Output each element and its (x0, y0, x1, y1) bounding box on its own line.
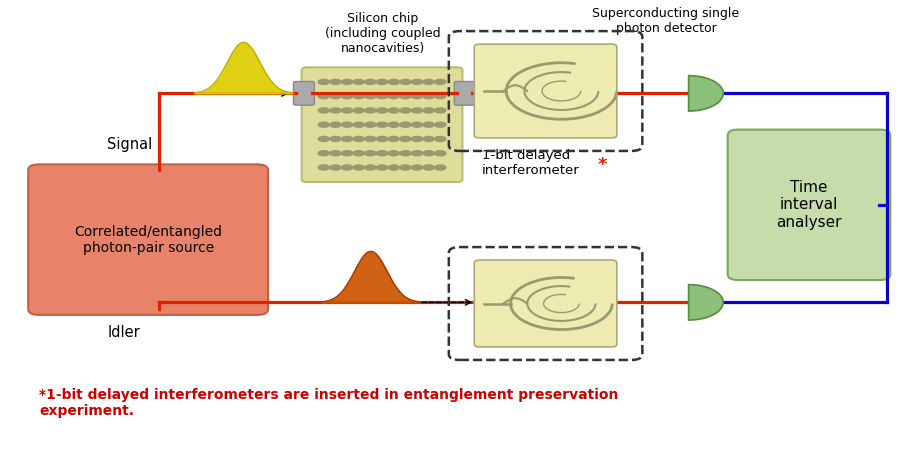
Circle shape (434, 93, 447, 100)
Circle shape (364, 150, 377, 157)
Circle shape (434, 107, 447, 114)
Circle shape (376, 78, 388, 85)
Circle shape (353, 136, 365, 142)
Circle shape (341, 93, 354, 100)
Circle shape (364, 78, 377, 85)
Circle shape (341, 78, 354, 85)
Text: Time
interval
analyser: Time interval analyser (776, 180, 842, 230)
Circle shape (434, 121, 447, 128)
Circle shape (364, 164, 377, 171)
Text: Idler: Idler (107, 325, 140, 340)
Circle shape (388, 78, 400, 85)
FancyBboxPatch shape (474, 260, 617, 347)
Circle shape (364, 93, 377, 100)
Circle shape (399, 121, 411, 128)
Circle shape (317, 107, 330, 114)
Circle shape (341, 150, 354, 157)
Circle shape (364, 107, 377, 114)
Circle shape (422, 107, 435, 114)
Text: Signal: Signal (107, 137, 153, 152)
Circle shape (353, 107, 365, 114)
Polygon shape (688, 285, 723, 320)
Circle shape (376, 121, 388, 128)
Circle shape (353, 78, 365, 85)
Circle shape (353, 164, 365, 171)
Circle shape (317, 164, 330, 171)
Circle shape (410, 121, 423, 128)
Circle shape (388, 164, 400, 171)
Circle shape (329, 78, 342, 85)
Circle shape (410, 150, 423, 157)
FancyBboxPatch shape (474, 44, 617, 138)
Circle shape (353, 150, 365, 157)
Circle shape (388, 150, 400, 157)
FancyBboxPatch shape (293, 81, 314, 105)
Circle shape (422, 136, 435, 142)
Circle shape (376, 164, 388, 171)
Circle shape (317, 78, 330, 85)
Circle shape (410, 107, 423, 114)
Circle shape (399, 107, 411, 114)
Circle shape (422, 150, 435, 157)
Circle shape (329, 136, 342, 142)
Circle shape (399, 164, 411, 171)
Circle shape (388, 107, 400, 114)
Circle shape (399, 150, 411, 157)
Circle shape (434, 150, 447, 157)
Circle shape (434, 78, 447, 85)
Circle shape (388, 136, 400, 142)
Circle shape (410, 93, 423, 100)
Circle shape (388, 121, 400, 128)
Circle shape (376, 136, 388, 142)
Text: 1-bit delayed
interferometer: 1-bit delayed interferometer (482, 149, 579, 177)
Text: Correlated/entangled
photon-pair source: Correlated/entangled photon-pair source (74, 225, 222, 255)
Circle shape (317, 136, 330, 142)
Circle shape (410, 164, 423, 171)
Polygon shape (688, 76, 723, 111)
Circle shape (364, 136, 377, 142)
Circle shape (388, 93, 400, 100)
Circle shape (399, 136, 411, 142)
Circle shape (341, 164, 354, 171)
FancyBboxPatch shape (28, 164, 268, 315)
Circle shape (353, 93, 365, 100)
Text: Silicon chip
(including coupled
nanocavities): Silicon chip (including coupled nanocavi… (324, 12, 441, 55)
Circle shape (317, 150, 330, 157)
FancyBboxPatch shape (454, 81, 475, 105)
Circle shape (422, 78, 435, 85)
Circle shape (422, 164, 435, 171)
FancyBboxPatch shape (302, 67, 462, 182)
Circle shape (329, 121, 342, 128)
Circle shape (329, 164, 342, 171)
Text: *1-bit delayed interferometers are inserted in entanglement preservation
experim: *1-bit delayed interferometers are inser… (39, 388, 619, 418)
FancyBboxPatch shape (728, 130, 890, 280)
Circle shape (376, 107, 388, 114)
Text: *: * (598, 156, 607, 174)
Circle shape (317, 93, 330, 100)
Circle shape (410, 136, 423, 142)
Circle shape (410, 78, 423, 85)
Circle shape (376, 93, 388, 100)
Circle shape (376, 150, 388, 157)
Circle shape (341, 136, 354, 142)
Circle shape (422, 121, 435, 128)
Circle shape (399, 93, 411, 100)
Circle shape (329, 93, 342, 100)
Circle shape (329, 107, 342, 114)
Circle shape (422, 93, 435, 100)
Circle shape (341, 121, 354, 128)
Circle shape (353, 121, 365, 128)
Circle shape (434, 136, 447, 142)
Circle shape (329, 150, 342, 157)
Circle shape (364, 121, 377, 128)
Circle shape (399, 78, 411, 85)
Circle shape (434, 164, 447, 171)
Circle shape (341, 107, 354, 114)
Text: Superconducting single
photon detector: Superconducting single photon detector (592, 8, 739, 35)
Circle shape (317, 121, 330, 128)
